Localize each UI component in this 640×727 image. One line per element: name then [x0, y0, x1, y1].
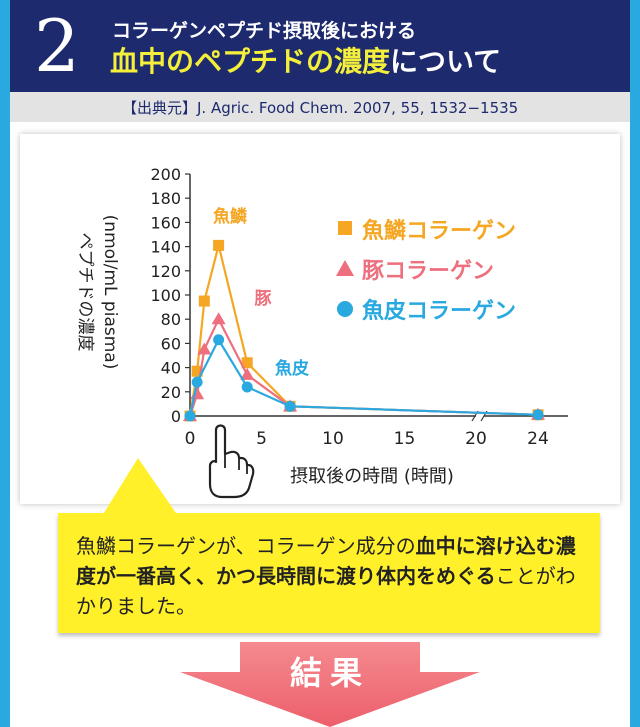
y-tick-label: 80 — [161, 310, 181, 329]
header-title: 血中のペプチドの濃度について — [110, 42, 501, 82]
y-tick-label: 40 — [161, 359, 181, 378]
y-tick-label: 60 — [161, 334, 181, 353]
annotation-label: 豚 — [255, 289, 272, 309]
series-line-2 — [188, 337, 539, 417]
series-point-circle — [191, 376, 203, 388]
series-point-circle — [241, 381, 253, 393]
series-point-triangle — [190, 387, 205, 400]
header-banner: 2 コラーゲンペプチド摂取後における 血中のペプチドの濃度について — [10, 0, 630, 92]
peptide-concentration-chart: 0 20 40 60 80 100 120 140 160 180 200 0 5 10 15 20 24 摂取後… — [75, 165, 568, 499]
x-tick-label: 0 — [185, 429, 196, 449]
y-tick-label: 20 — [161, 383, 181, 402]
x-axis-label: 摂取後の時間 (時間) — [290, 466, 454, 487]
content-frame: 2 コラーゲンペプチド摂取後における 血中のペプチドの濃度について 【出典元】J… — [10, 0, 630, 727]
y-tick-label: 100 — [150, 286, 181, 305]
x-tick-label: 24 — [527, 429, 549, 449]
conclusion-seg3: ことがわかりました。 — [76, 564, 576, 618]
conclusion-text: 魚鱗コラーゲンが、コラーゲン成分の血中に溶け込む濃度が一番高く、かつ長時間に渡り… — [76, 531, 586, 621]
x-tick-label: 10 — [322, 429, 344, 449]
legend-swatch-triangle — [336, 260, 354, 276]
header-title-highlight: 血中のペプチドの濃度 — [110, 45, 391, 78]
y-axis-label-unit: (nmol/mL piasma) — [100, 215, 120, 370]
y-tick-label: 160 — [150, 213, 181, 232]
legend-label: 魚鱗コラーゲン — [362, 218, 516, 244]
series-point-circle — [532, 409, 544, 421]
y-axis-label: ペプチドの濃度 — [75, 233, 95, 352]
x-tick-label: 15 — [394, 429, 416, 449]
y-tick-label: 200 — [150, 165, 181, 184]
legend-swatch-square — [338, 221, 352, 235]
series-point-triangle — [240, 367, 255, 380]
series-point-triangle — [197, 342, 212, 355]
y-tick-label: 120 — [150, 262, 181, 281]
series-point-square — [191, 365, 203, 377]
annotation-label: 魚皮 — [275, 358, 309, 379]
callout-tail — [102, 458, 178, 516]
chart-panel: 0 20 40 60 80 100 120 140 160 180 200 0 5 10 15 20 24 摂取後… — [20, 134, 620, 504]
series-point-circle — [284, 400, 296, 412]
series-point-triangle — [211, 312, 226, 325]
series-point-square — [241, 357, 253, 369]
pointing-hand-icon — [208, 424, 255, 499]
source-bar: 【出典元】J. Agric. Food Chem. 2007, 55, 1532… — [10, 92, 630, 122]
result-arrow — [180, 642, 480, 727]
legend-label: 魚皮コラーゲン — [362, 298, 516, 324]
series-point-square — [213, 239, 225, 251]
series-point-circle — [184, 410, 196, 422]
conclusion-callout: 魚鱗コラーゲンが、コラーゲン成分の血中に溶け込む濃度が一番高く、かつ長時間に渡り… — [58, 513, 600, 633]
section-number: 2 — [34, 4, 80, 88]
y-tick-label: 180 — [150, 189, 181, 208]
series-point-square — [198, 295, 210, 307]
x-tick-label: 5 — [256, 429, 267, 449]
header-subtitle: コラーゲンペプチド摂取後における — [112, 20, 417, 42]
y-tick-label: 140 — [150, 238, 181, 257]
conclusion-seg1: 魚鱗コラーゲンが、コラーゲン成分の — [76, 534, 416, 558]
legend-swatch-circle — [337, 301, 353, 317]
result-label: 結果 — [289, 654, 370, 692]
conclusion-seg2: 血中に溶け込む濃度が一番高く、かつ長時間に渡り体内をめぐる — [76, 534, 576, 588]
annotation-label: 魚鱗 — [213, 206, 247, 227]
source-citation: 【出典元】J. Agric. Food Chem. 2007, 55, 1532… — [122, 99, 519, 117]
y-tick-label: 0 — [171, 407, 181, 426]
x-tick-label: 20 — [465, 429, 487, 449]
legend-label: 豚コラーゲン — [362, 259, 494, 284]
header-title-rest: について — [390, 45, 502, 78]
series-point-circle — [213, 334, 225, 346]
